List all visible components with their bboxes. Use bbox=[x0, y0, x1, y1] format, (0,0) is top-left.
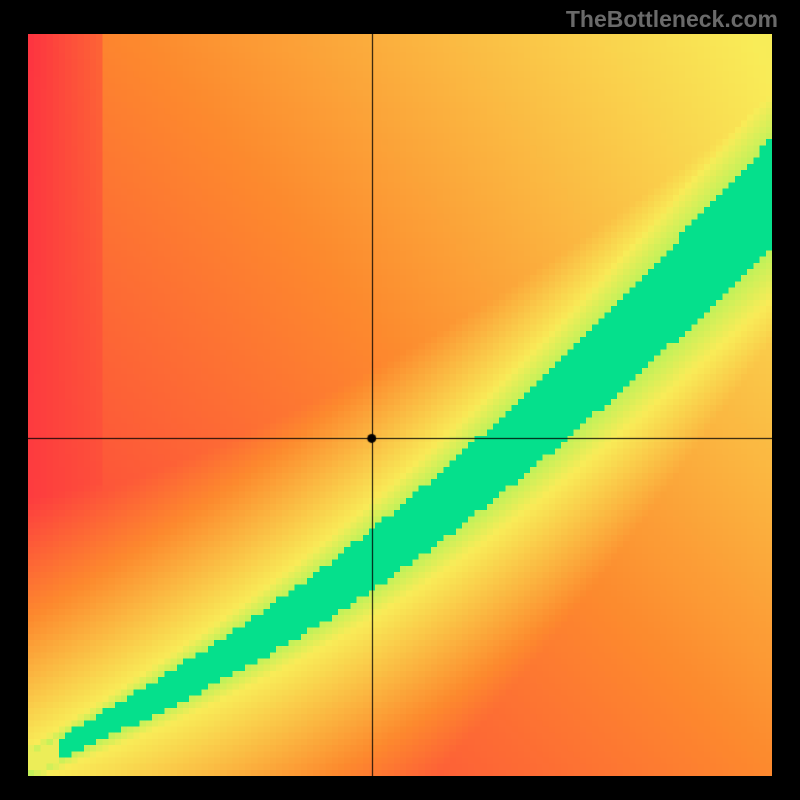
crosshair-overlay bbox=[28, 34, 772, 776]
watermark-text: TheBottleneck.com bbox=[566, 6, 778, 33]
chart-root: TheBottleneck.com bbox=[0, 0, 800, 800]
